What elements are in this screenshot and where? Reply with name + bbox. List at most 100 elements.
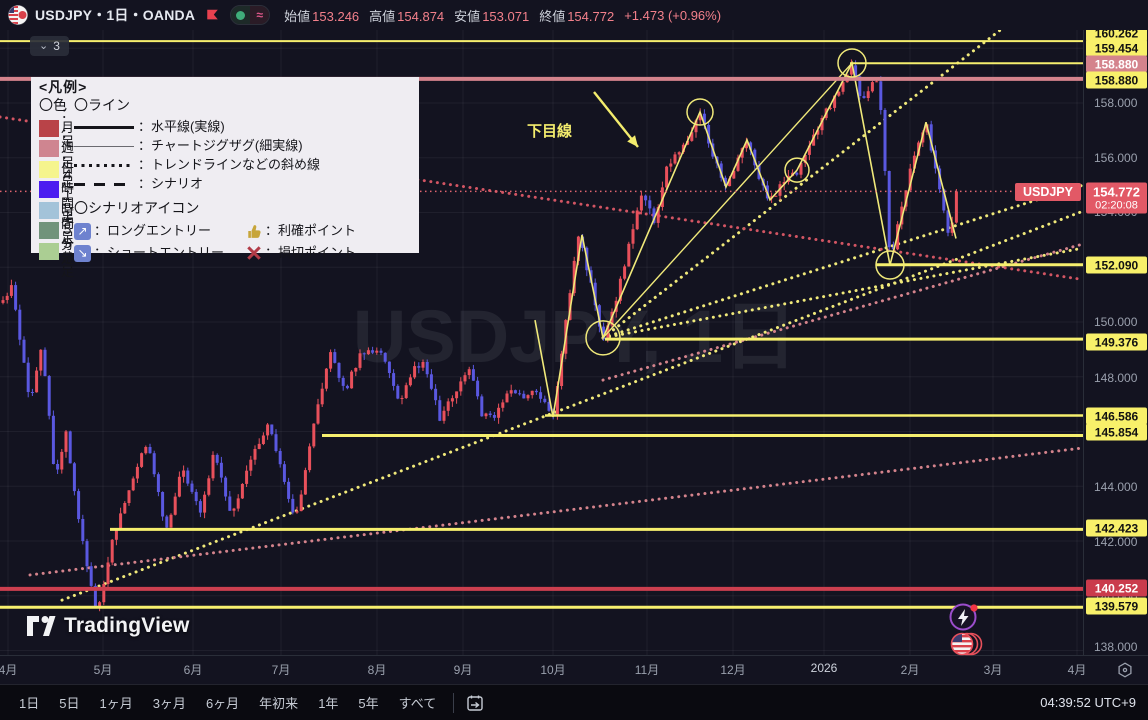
time-tick: 11月: [634, 663, 660, 677]
range-button-1ヶ月[interactable]: 1ヶ月: [99, 696, 133, 711]
current-price-label: 154.772 02:20:08: [1086, 182, 1147, 214]
time-tick: 12月: [720, 663, 746, 677]
dotted-trendline: [601, 183, 1083, 340]
level-price-label-yellow: 146.586: [1086, 407, 1147, 425]
timeframe-color-swatch: [39, 140, 59, 158]
timeframe-label: ：月足: [61, 105, 75, 150]
range-button-1日[interactable]: 1日: [19, 696, 40, 711]
line-style-label: ：トレンドラインなどの斜め線: [138, 157, 321, 173]
timeframe-color-swatch: [39, 181, 59, 199]
range-button-6ヶ月[interactable]: 6ヶ月: [205, 696, 240, 711]
dotted-trendline: [601, 242, 1083, 382]
timeframe-color-swatch: [39, 160, 59, 178]
line-style-label: ：チャートジグザグ(細実線): [138, 138, 303, 154]
close-value: 154.772: [567, 8, 615, 24]
timeframe-color-swatch: [39, 222, 59, 240]
legend-line-item: ：チャートジグザグ(細実線): [74, 137, 418, 156]
price-axis[interactable]: 158.000156.000154.000152.000150.000148.0…: [1083, 1, 1148, 655]
annotation-text: 下目線: [527, 122, 572, 140]
line-style-label: ：シナリオ: [138, 176, 204, 192]
go-to-date-button[interactable]: [464, 692, 486, 714]
cross-icon: [246, 245, 265, 261]
time-tick: 5月: [93, 663, 113, 677]
timeframe-label: ：１時間足: [61, 173, 75, 246]
legend-color-item: ：日足: [39, 147, 74, 190]
legend-color-header: 〇色: [39, 97, 67, 114]
line-style-sample: [74, 182, 135, 187]
level-price-label-yellow: 139.579: [1086, 597, 1147, 615]
arrow-down-right-entry-icon: ↘: [74, 244, 92, 262]
range-button-3ヶ月[interactable]: 3ヶ月: [152, 696, 186, 711]
legend-line-header: 〇ライン: [74, 97, 131, 114]
legend-icon-row: ↗ ：ロングエントリー ：利確ポイント: [74, 220, 418, 242]
tradingview-logo[interactable]: TradingView: [26, 614, 190, 638]
current-price: 154.772: [1093, 184, 1140, 200]
clock-timezone[interactable]: 04:39:52 UTC+9: [1040, 695, 1136, 710]
timeframe-label: ：１５分足: [61, 193, 75, 266]
legend-color-item: ：月足: [39, 106, 74, 149]
pivot-circle: [837, 48, 867, 78]
drawings-collapse-button[interactable]: ⌄ 3: [30, 36, 69, 56]
level-price-label-yellow: 158.880: [1086, 71, 1147, 89]
dotted-trendline: [28, 446, 1083, 577]
legend-line-item: ：水平線(実線): [74, 118, 418, 137]
change-value: +1.473 (+0.96%): [624, 7, 722, 23]
legend-box: <凡例> 〇色 ：月足 ：週足 ：日足 ：４時間足 ：１時間足 ：１５分足 ：５分足 〇ライ…: [31, 77, 419, 279]
flag-marker-icon[interactable]: [205, 8, 220, 22]
open-value: 153.246: [312, 8, 360, 24]
timeframe-color-swatch: [39, 119, 59, 137]
alerts-lightning-icon[interactable]: [949, 603, 978, 631]
pivot-circle: [784, 157, 810, 183]
legend-icon-rows: ↗ ：ロングエントリー ：利確ポイント ↘ ：ショートエントリー ：損切ポイント: [74, 220, 418, 264]
symbol-title[interactable]: USDJPY・1日・OANDA: [35, 7, 196, 23]
candlestick-chart-canvas[interactable]: USDJPY, 1日 下目線: [0, 30, 1083, 655]
drawings-count: 3: [53, 39, 60, 53]
price-tick: 138.000: [1094, 640, 1138, 654]
pivot-circle: [875, 250, 905, 280]
low-label: 安値: [454, 8, 481, 24]
range-button-5年[interactable]: 5年: [358, 696, 379, 711]
level-price-label-yellow: 145.854: [1086, 423, 1147, 441]
time-tick: 6月: [183, 663, 203, 677]
ohlc-readout: 始値 153.246 高値 154.874 安値 153.071 終値 154.772 …: [284, 6, 721, 25]
pivot-circle: [585, 320, 621, 356]
status-dot-on: [231, 6, 251, 24]
time-tick: 3月: [983, 663, 1003, 677]
date-range-toolbar: 1日 5日 1ヶ月 3ヶ月 6ヶ月 年初来 1年 5年 すべて 04:39:52 UTC+9: [0, 684, 1148, 720]
axis-settings-gear-icon[interactable]: [1116, 661, 1134, 679]
range-button-5日[interactable]: 5日: [59, 696, 80, 711]
line-style-sample: [74, 125, 135, 129]
country-flag-replay-icon[interactable]: [950, 632, 983, 656]
price-tick: 144.000: [1094, 480, 1138, 494]
tradingview-logo-text: TradingView: [64, 614, 190, 637]
legend-title: <凡例>: [39, 79, 88, 95]
range-button-1年[interactable]: 1年: [318, 696, 339, 711]
level-price-label-red: 140.252: [1086, 579, 1147, 597]
time-tick: 4月: [1067, 663, 1087, 677]
level-price-label-yellow: 159.454: [1086, 39, 1147, 57]
timeframe-label: ：４時間足: [61, 152, 75, 225]
icon-label: ：利確ポイント: [265, 223, 357, 239]
price-tick: 158.000: [1094, 96, 1138, 110]
chart-corner-icons: [944, 601, 988, 662]
dotted-trendline: [0, 115, 1083, 282]
time-axis[interactable]: 4月 5月 6月 7月 8月 9月 10月 11月 12月 2026 2月 3月 4月: [0, 655, 1148, 684]
price-tick: 148.000: [1094, 371, 1138, 385]
dotted-trendline: [60, 209, 1083, 602]
level-price-label-yellow: 152.090: [1086, 256, 1147, 274]
icon-label: ：損切ポイント: [265, 245, 357, 261]
open-label: 始値: [284, 8, 311, 24]
time-tick: 4月: [0, 663, 18, 677]
calendar-goto-icon: [467, 695, 483, 711]
line-style-label: ：水平線(実線): [138, 119, 225, 135]
timeframe-color-swatch: [39, 201, 59, 219]
close-label: 終値: [539, 8, 566, 24]
range-button-年初来[interactable]: 年初来: [259, 696, 299, 711]
range-button-すべて[interactable]: すべて: [398, 696, 437, 711]
chevron-down-icon: ⌄: [39, 39, 49, 52]
market-status-toggle[interactable]: ≈: [230, 5, 271, 25]
low-value: 153.071: [482, 8, 530, 24]
annotation-arrow-line: [593, 91, 639, 148]
symbol-watermark: USDJPY, 1日: [353, 295, 797, 378]
dotted-trendline: [601, 246, 1083, 340]
